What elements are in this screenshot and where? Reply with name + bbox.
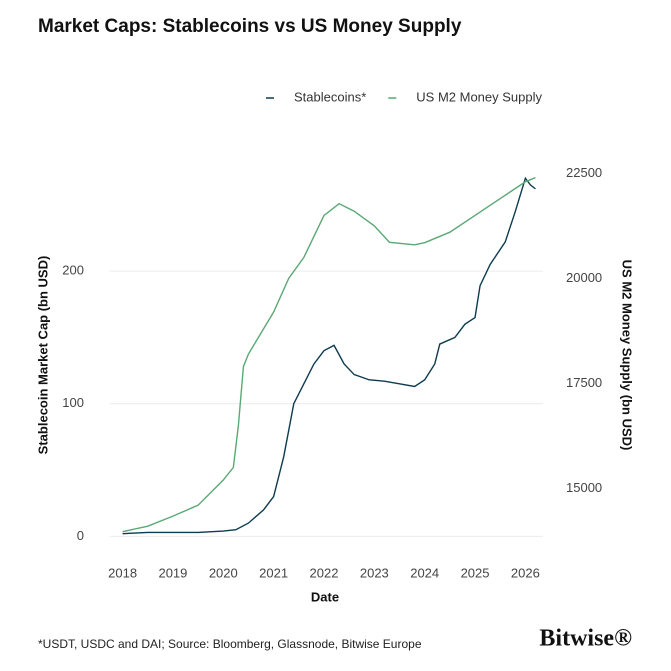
y-tick-label: 100	[62, 395, 84, 410]
legend-label: US M2 Money Supply	[416, 89, 542, 104]
x-tick-label: 2021	[259, 565, 288, 580]
y-tick-label: 0	[77, 528, 84, 543]
legend-label: Stablecoins*	[294, 89, 366, 104]
y-axis-title: Stablecoin Market Cap (bn USD)	[35, 256, 50, 455]
x-tick-label: 2019	[158, 565, 187, 580]
x-axis-title: Date	[311, 589, 339, 604]
brand-logo: Bitwise®	[539, 626, 632, 652]
chart-title: Market Caps: Stablecoins vs US Money Sup…	[38, 16, 462, 37]
x-tick-label: 2026	[511, 565, 540, 580]
series-line	[122, 176, 536, 533]
y2-tick-label: 17500	[566, 375, 602, 390]
x-tick-label: 2020	[209, 565, 238, 580]
x-tick-label: 2018	[108, 565, 137, 580]
series-line	[122, 176, 536, 535]
y2-axis-title: US M2 Money Supply (bn USD)	[620, 260, 635, 451]
y-tick-label: 200	[62, 263, 84, 278]
footnote: *USDT, USDC and DAI; Source: Bloomberg, …	[38, 637, 422, 651]
y2-tick-label: 15000	[566, 480, 602, 495]
y2-tick-label: 22500	[566, 165, 602, 180]
x-tick-label: 2023	[360, 565, 389, 580]
x-tick-label: 2022	[310, 565, 339, 580]
x-tick-label: 2024	[410, 565, 439, 580]
y2-tick-label: 20000	[566, 270, 602, 285]
x-tick-label: 2025	[461, 565, 490, 580]
